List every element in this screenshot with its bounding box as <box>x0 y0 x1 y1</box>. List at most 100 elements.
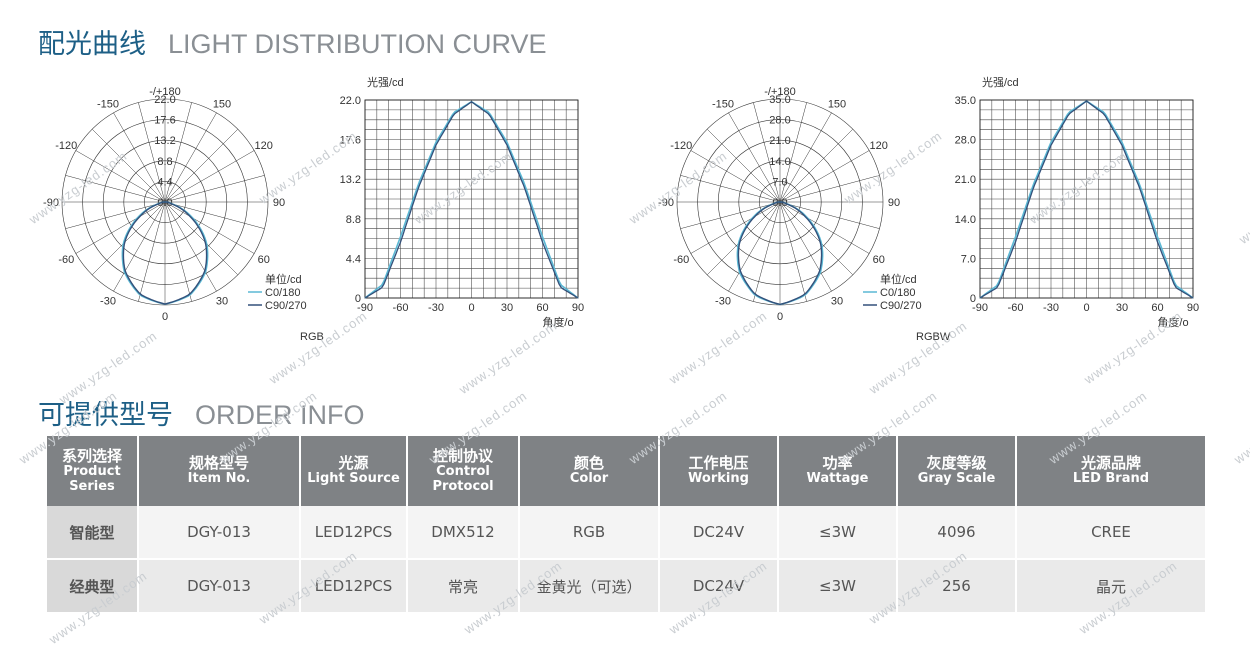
y-tick-label: 0 <box>355 293 361 305</box>
x-tick-label: -30 <box>428 302 444 314</box>
polar-angle-label: 30 <box>831 296 843 308</box>
table-cell: ≤3W <box>779 560 896 614</box>
header-wattage: 功率 Wattage <box>779 436 896 506</box>
section-title-order-info: 可提供型号 ORDER INFO <box>38 393 365 432</box>
table-row: 经典型 DGY-013 LED12PCS 常亮 金黄光（可选） DC24V ≤3… <box>47 560 1205 614</box>
y-tick-label: 21.0 <box>955 174 976 186</box>
polar-angle-label: 150 <box>828 98 846 110</box>
polar-angle-label: 120 <box>255 140 273 152</box>
polar-radial-label: 17.6 <box>154 115 175 127</box>
header-light-source: 光源 Light Source <box>301 436 406 506</box>
polar-angle-label: -90 <box>658 197 674 209</box>
polar-angle-label: 60 <box>873 254 885 266</box>
table-cell: LED12PCS <box>301 506 406 560</box>
legend-unit: 单位/cd <box>880 272 917 286</box>
polar-angle-label: -60 <box>673 254 689 266</box>
table-cell: ≤3W <box>779 506 896 560</box>
polar-radial-label: 13.2 <box>154 135 175 147</box>
polar-radial-label: 0.0 <box>157 197 172 209</box>
chart-caption-rgbw: RGBW <box>916 331 951 343</box>
legend-unit: 单位/cd <box>265 272 302 286</box>
y-tick-label: 8.8 <box>346 214 361 226</box>
header-working: 工作电压 Working <box>660 436 777 506</box>
x-tick-label: 60 <box>536 302 548 314</box>
x-tick-label: 30 <box>1116 302 1128 314</box>
section-title-en: LIGHT DISTRIBUTION CURVE <box>168 29 547 59</box>
y-tick-label: 14.0 <box>955 214 976 226</box>
y-tick-label: 35.0 <box>955 95 976 107</box>
polar-chart-rgbw: -/+180 -150 150 -120 120 -90 90 -60 60 -30 30 0 35.0… <box>658 86 922 323</box>
y-tick-label: 22.0 <box>340 95 361 107</box>
header-color: 颜色 Color <box>520 436 658 506</box>
y-tick-label: 17.6 <box>340 135 361 147</box>
polar-angle-label: -120 <box>55 140 77 152</box>
polar-angle-label: -150 <box>712 98 734 110</box>
header-led-brand: 光源品牌 LED Brand <box>1017 436 1205 506</box>
legend-label: C0/180 <box>880 287 915 299</box>
x-tick-label: 90 <box>572 302 584 314</box>
section-title-en: ORDER INFO <box>195 400 365 430</box>
polar-angle-label: 60 <box>258 254 270 266</box>
x-axis-label: 角度/o <box>542 315 573 329</box>
header-product-series: 系列选择 Product Series <box>47 436 137 506</box>
table-cell: DC24V <box>660 560 777 614</box>
polar-chart-rgb: -/+180 -150 150 -120 120 -90 90 -60 60 -30 30 0 22.0… <box>43 86 307 323</box>
table-cell: 256 <box>898 560 1015 614</box>
y-tick-label: 28.0 <box>955 135 976 147</box>
plot-frame <box>364 99 579 299</box>
x-tick-label: 30 <box>501 302 513 314</box>
x-tick-label: 60 <box>1151 302 1163 314</box>
polar-angle-label: -120 <box>670 140 692 152</box>
polar-radial-label: 7.0 <box>772 176 787 188</box>
polar-angle-label: -90 <box>43 197 59 209</box>
table-cell: DGY-013 <box>139 506 299 560</box>
y-axis-label: 光强/cd <box>982 75 1019 89</box>
polar-angle-label: -150 <box>97 98 119 110</box>
table-cell: 金黄光（可选） <box>520 560 658 614</box>
polar-angle-label: -/+180 <box>764 86 796 98</box>
legend-label: C90/270 <box>880 300 922 312</box>
x-tick-label: -60 <box>393 302 409 314</box>
legend-label: C0/180 <box>265 287 300 299</box>
polar-angle-label: 0 <box>777 311 783 323</box>
x-tick-label: -60 <box>1008 302 1024 314</box>
table-cell: DC24V <box>660 506 777 560</box>
polar-angle-label: -30 <box>715 296 731 308</box>
watermark-text: www.yzg-led.com <box>1236 168 1250 247</box>
header-control-protocol: 控制协议 Control Protocol <box>408 436 518 506</box>
line-chart-rgb: 22.017.613.28.84.40-90 -60 -30 0 30 60 90光强/cd… <box>340 75 585 329</box>
polar-radial-label: 14.0 <box>769 156 790 168</box>
plot-frame <box>979 99 1194 299</box>
polar-angle-label: 120 <box>870 140 888 152</box>
table-cell: RGB <box>520 506 658 560</box>
x-tick-label: 0 <box>468 302 474 314</box>
line-chart-rgbw: 35.028.021.014.07.00-90 -60 -30 0 30 60 90光强/c… <box>955 75 1200 329</box>
polar-radial-label: 0.0 <box>772 197 787 209</box>
series-line <box>122 201 208 305</box>
table-cell: 智能型 <box>47 506 137 560</box>
table-cell: LED12PCS <box>301 560 406 614</box>
table-row: 智能型 DGY-013 LED12PCS DMX512 RGB DC24V ≤3… <box>47 506 1205 560</box>
polar-radial-label: 8.8 <box>157 156 172 168</box>
polar-angle-label: 150 <box>213 98 231 110</box>
x-tick-label: -30 <box>1043 302 1059 314</box>
polar-angle-label: 90 <box>273 197 285 209</box>
order-info-table: 系列选择 Product Series 规格型号 Item No. 光源 Light … <box>45 436 1207 614</box>
polar-angle-label: 0 <box>162 311 168 323</box>
table-cell: 晶元 <box>1017 560 1205 614</box>
y-tick-label: 4.4 <box>346 253 361 265</box>
chart-caption-rgb: RGB <box>300 331 324 343</box>
section-title-cn: 可提供型号 <box>38 400 173 431</box>
section-title-light-distribution: 配光曲线 LIGHT DISTRIBUTION CURVE <box>38 22 547 61</box>
polar-angle-label: -/+180 <box>149 86 181 98</box>
polar-angle-label: -60 <box>58 254 74 266</box>
polar-angle-label: -30 <box>100 296 116 308</box>
y-tick-label: 13.2 <box>340 174 361 186</box>
table-cell: 常亮 <box>408 560 518 614</box>
table-cell: DGY-013 <box>139 560 299 614</box>
series-line <box>737 201 823 306</box>
table-cell: 4096 <box>898 506 1015 560</box>
polar-radial-label: 28.0 <box>769 115 790 127</box>
x-axis-label: 角度/o <box>1157 315 1188 329</box>
table-cell: 经典型 <box>47 560 137 614</box>
